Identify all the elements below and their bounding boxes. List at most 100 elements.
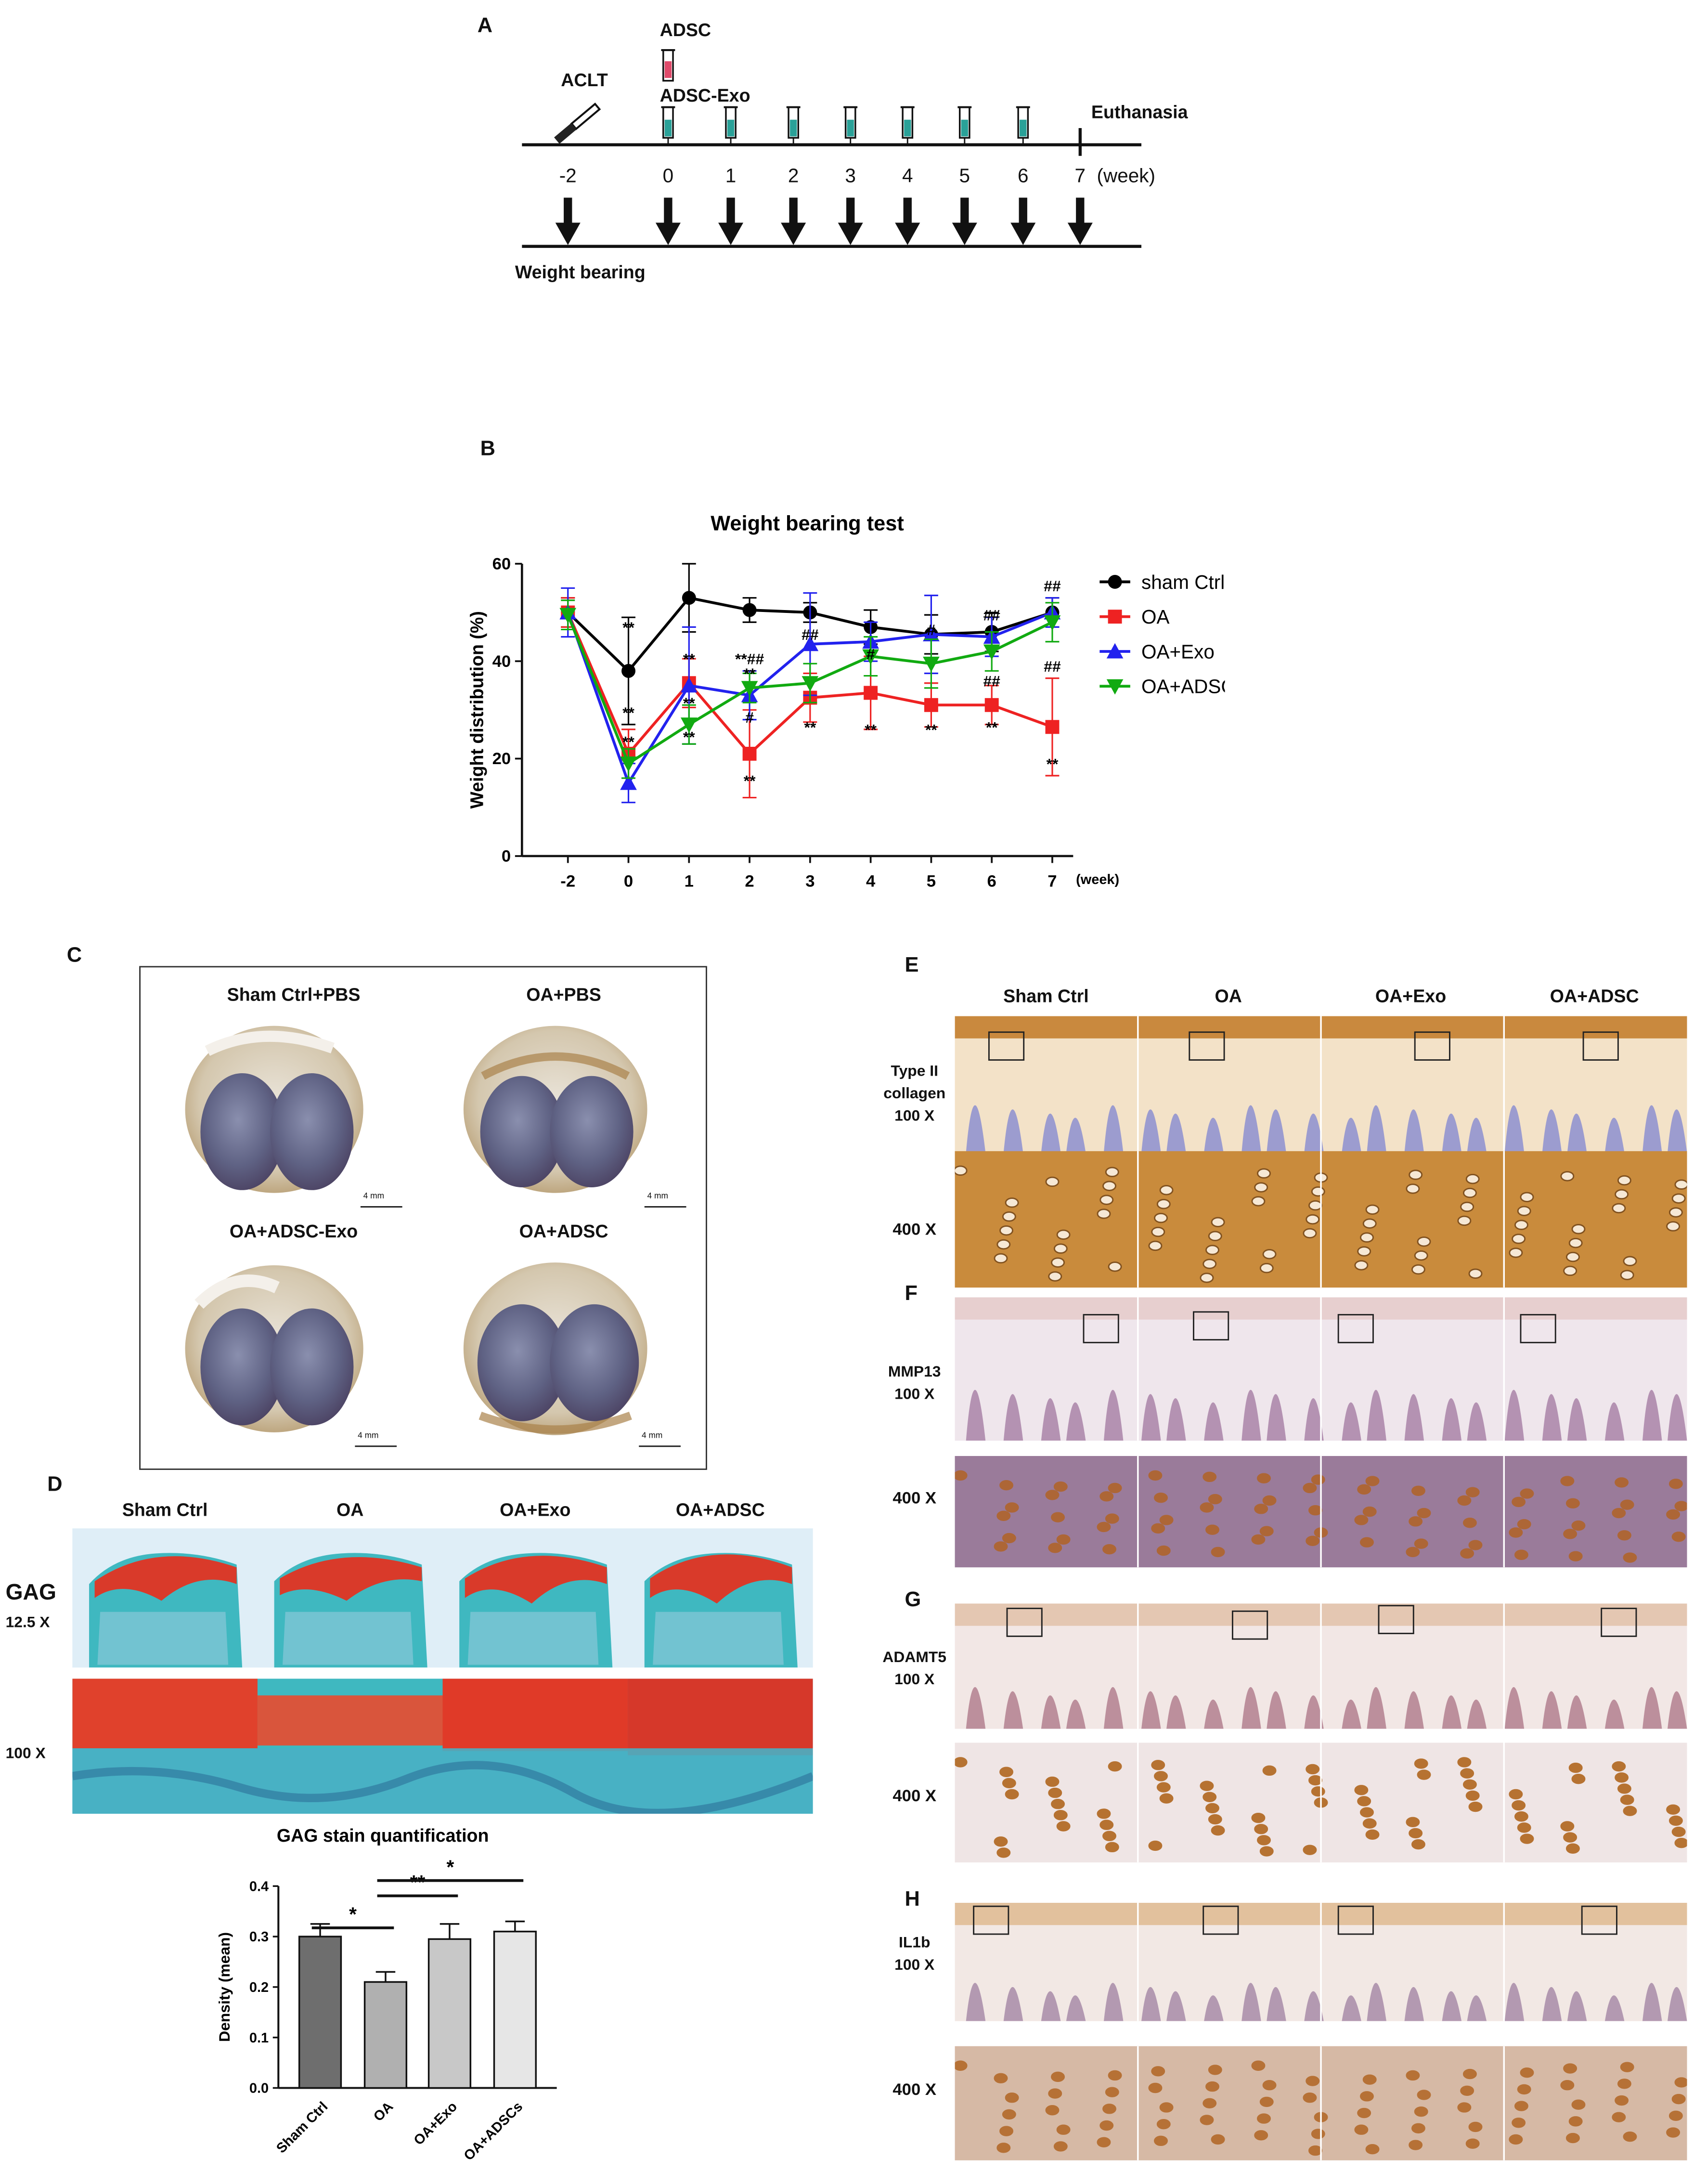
chondrocyte xyxy=(1311,2129,1325,2139)
ihc-marker-line1: MMP13 xyxy=(888,1364,941,1381)
chondrocyte xyxy=(1257,2113,1271,2124)
x-tick-label: 6 xyxy=(987,872,996,891)
scalpel-icon xyxy=(554,102,601,144)
x-tick-label: OA xyxy=(371,2099,396,2124)
significance-label: ** xyxy=(804,718,816,736)
chondrocyte xyxy=(1460,1548,1474,1559)
trabecula xyxy=(1668,1691,1687,1729)
data-point xyxy=(1106,679,1124,695)
chondrocyte xyxy=(1306,2076,1320,2086)
scale-text-4: 4 mm xyxy=(641,1432,663,1441)
chondrocyte xyxy=(1359,2091,1374,2102)
chondrocyte xyxy=(1105,1167,1119,1177)
ihc-marker-line1: Type II xyxy=(891,1063,938,1080)
knee-photos xyxy=(185,1026,686,1447)
ihc-low-mag-illustration xyxy=(955,1603,1687,1729)
trabecula xyxy=(1103,1983,1124,2021)
timeline-week-label: 4 xyxy=(902,164,913,187)
ihc-group-header: OA+Exo xyxy=(1375,985,1447,1007)
trabecula xyxy=(1604,1118,1625,1153)
chondrocyte xyxy=(1560,1476,1575,1486)
timeline-week-label: 7 xyxy=(1074,164,1086,187)
chondrocyte xyxy=(1048,2088,1062,2099)
data-point xyxy=(680,677,698,693)
chondrocyte xyxy=(1303,1482,1317,1494)
trabecula xyxy=(1103,1390,1124,1441)
timeline-week-label: 5 xyxy=(959,164,970,187)
y-axis-label: Density (mean) xyxy=(216,1932,233,2042)
chondrocyte xyxy=(1409,1516,1423,1527)
significance-label: ** xyxy=(683,694,695,712)
chondrocyte xyxy=(1517,1206,1531,1216)
chondrocyte xyxy=(1462,1779,1477,1790)
chondrocyte xyxy=(1406,1183,1420,1194)
gag-group-header: OA+Exo xyxy=(500,1499,571,1520)
trabecula xyxy=(1442,1991,1462,2021)
timeline-week-label: 1 xyxy=(725,164,737,187)
arrow-down-icon xyxy=(1067,197,1093,245)
trabecula xyxy=(966,1983,986,2021)
adsc-syringe-icon xyxy=(661,49,675,82)
adsc-exo-label: ADSC-Exo xyxy=(659,85,750,106)
chondrocyte xyxy=(1357,1796,1371,1807)
trabecula xyxy=(1066,1118,1086,1153)
chondrocyte xyxy=(1414,1538,1428,1549)
gag-low-mag-images xyxy=(72,1528,813,1668)
chondrocyte xyxy=(1623,1552,1637,1563)
significance-label: ** xyxy=(683,728,695,746)
chondrocyte xyxy=(955,1470,968,1481)
trabecula xyxy=(1141,1394,1161,1441)
chondrocyte xyxy=(1254,1182,1268,1193)
ihc-mag-low: 100 X xyxy=(894,1108,935,1125)
trabecula xyxy=(1342,1118,1361,1153)
chondrocyte xyxy=(1571,1520,1586,1531)
trabecula xyxy=(1404,1691,1424,1729)
trabecula xyxy=(1267,1394,1286,1441)
chondrocyte xyxy=(1254,1504,1268,1514)
euthanasia-label: Euthanasia xyxy=(1091,102,1188,123)
adsc-label: ADSC xyxy=(659,19,711,40)
chondrocyte xyxy=(1205,1245,1219,1255)
chondrocyte xyxy=(1099,2120,1114,2131)
bar xyxy=(493,1930,537,2089)
chondrocyte xyxy=(1108,1482,1122,1494)
chondrocyte xyxy=(1156,1545,1171,1556)
chondrocyte xyxy=(1097,1521,1111,1533)
trabecula xyxy=(1467,1118,1487,1153)
chondrocyte xyxy=(1097,1808,1111,1819)
chondrocyte xyxy=(1514,2101,1528,2111)
chondrocyte xyxy=(1102,1544,1116,1555)
chondrocyte xyxy=(1151,1226,1165,1237)
chondrocyte xyxy=(1208,2065,1222,2075)
magnified-region-box xyxy=(973,1905,1009,1935)
significance-label: **## xyxy=(735,650,764,668)
chondrocyte xyxy=(1257,1473,1271,1483)
magnified-region-box xyxy=(1006,1608,1043,1637)
ihc-high-mag-strip xyxy=(955,1456,1687,1568)
trabecula xyxy=(1342,1699,1361,1729)
chondrocyte xyxy=(1674,2077,1687,2088)
magnified-region-box xyxy=(1083,1314,1119,1343)
chondrocyte xyxy=(996,1239,1011,1250)
chondrocyte xyxy=(1354,1515,1369,1525)
ihc-marker-label: IL1b 100 X xyxy=(871,1932,957,1977)
chondrocyte xyxy=(1568,1762,1583,1773)
trabecula xyxy=(1304,1991,1324,2021)
chondrocyte xyxy=(1668,1479,1683,1489)
chondrocyte xyxy=(1205,2081,1219,2092)
significance-label: ** xyxy=(683,650,695,668)
x-tick-label: OA+Exo xyxy=(411,2099,461,2148)
panel-label-d: D xyxy=(47,1472,63,1496)
chondrocyte xyxy=(1200,1502,1214,1513)
trabecula xyxy=(1166,1991,1186,2021)
chondrocyte xyxy=(1617,1783,1631,1794)
x-tick-label: 1 xyxy=(685,872,694,891)
x-tick-label: 7 xyxy=(1047,872,1057,891)
weight-bearing-chart: Weight bearing test 0 20 40 60 -2 0 1 2 3 4 5 6 7 (wee… xyxy=(466,512,1225,891)
chondrocyte xyxy=(1099,1491,1114,1502)
data-point xyxy=(559,608,577,624)
data-point xyxy=(1108,574,1122,589)
chondrocyte xyxy=(1568,1551,1583,1561)
trabecula xyxy=(1604,1995,1625,2021)
trabecula xyxy=(1567,1991,1587,2021)
